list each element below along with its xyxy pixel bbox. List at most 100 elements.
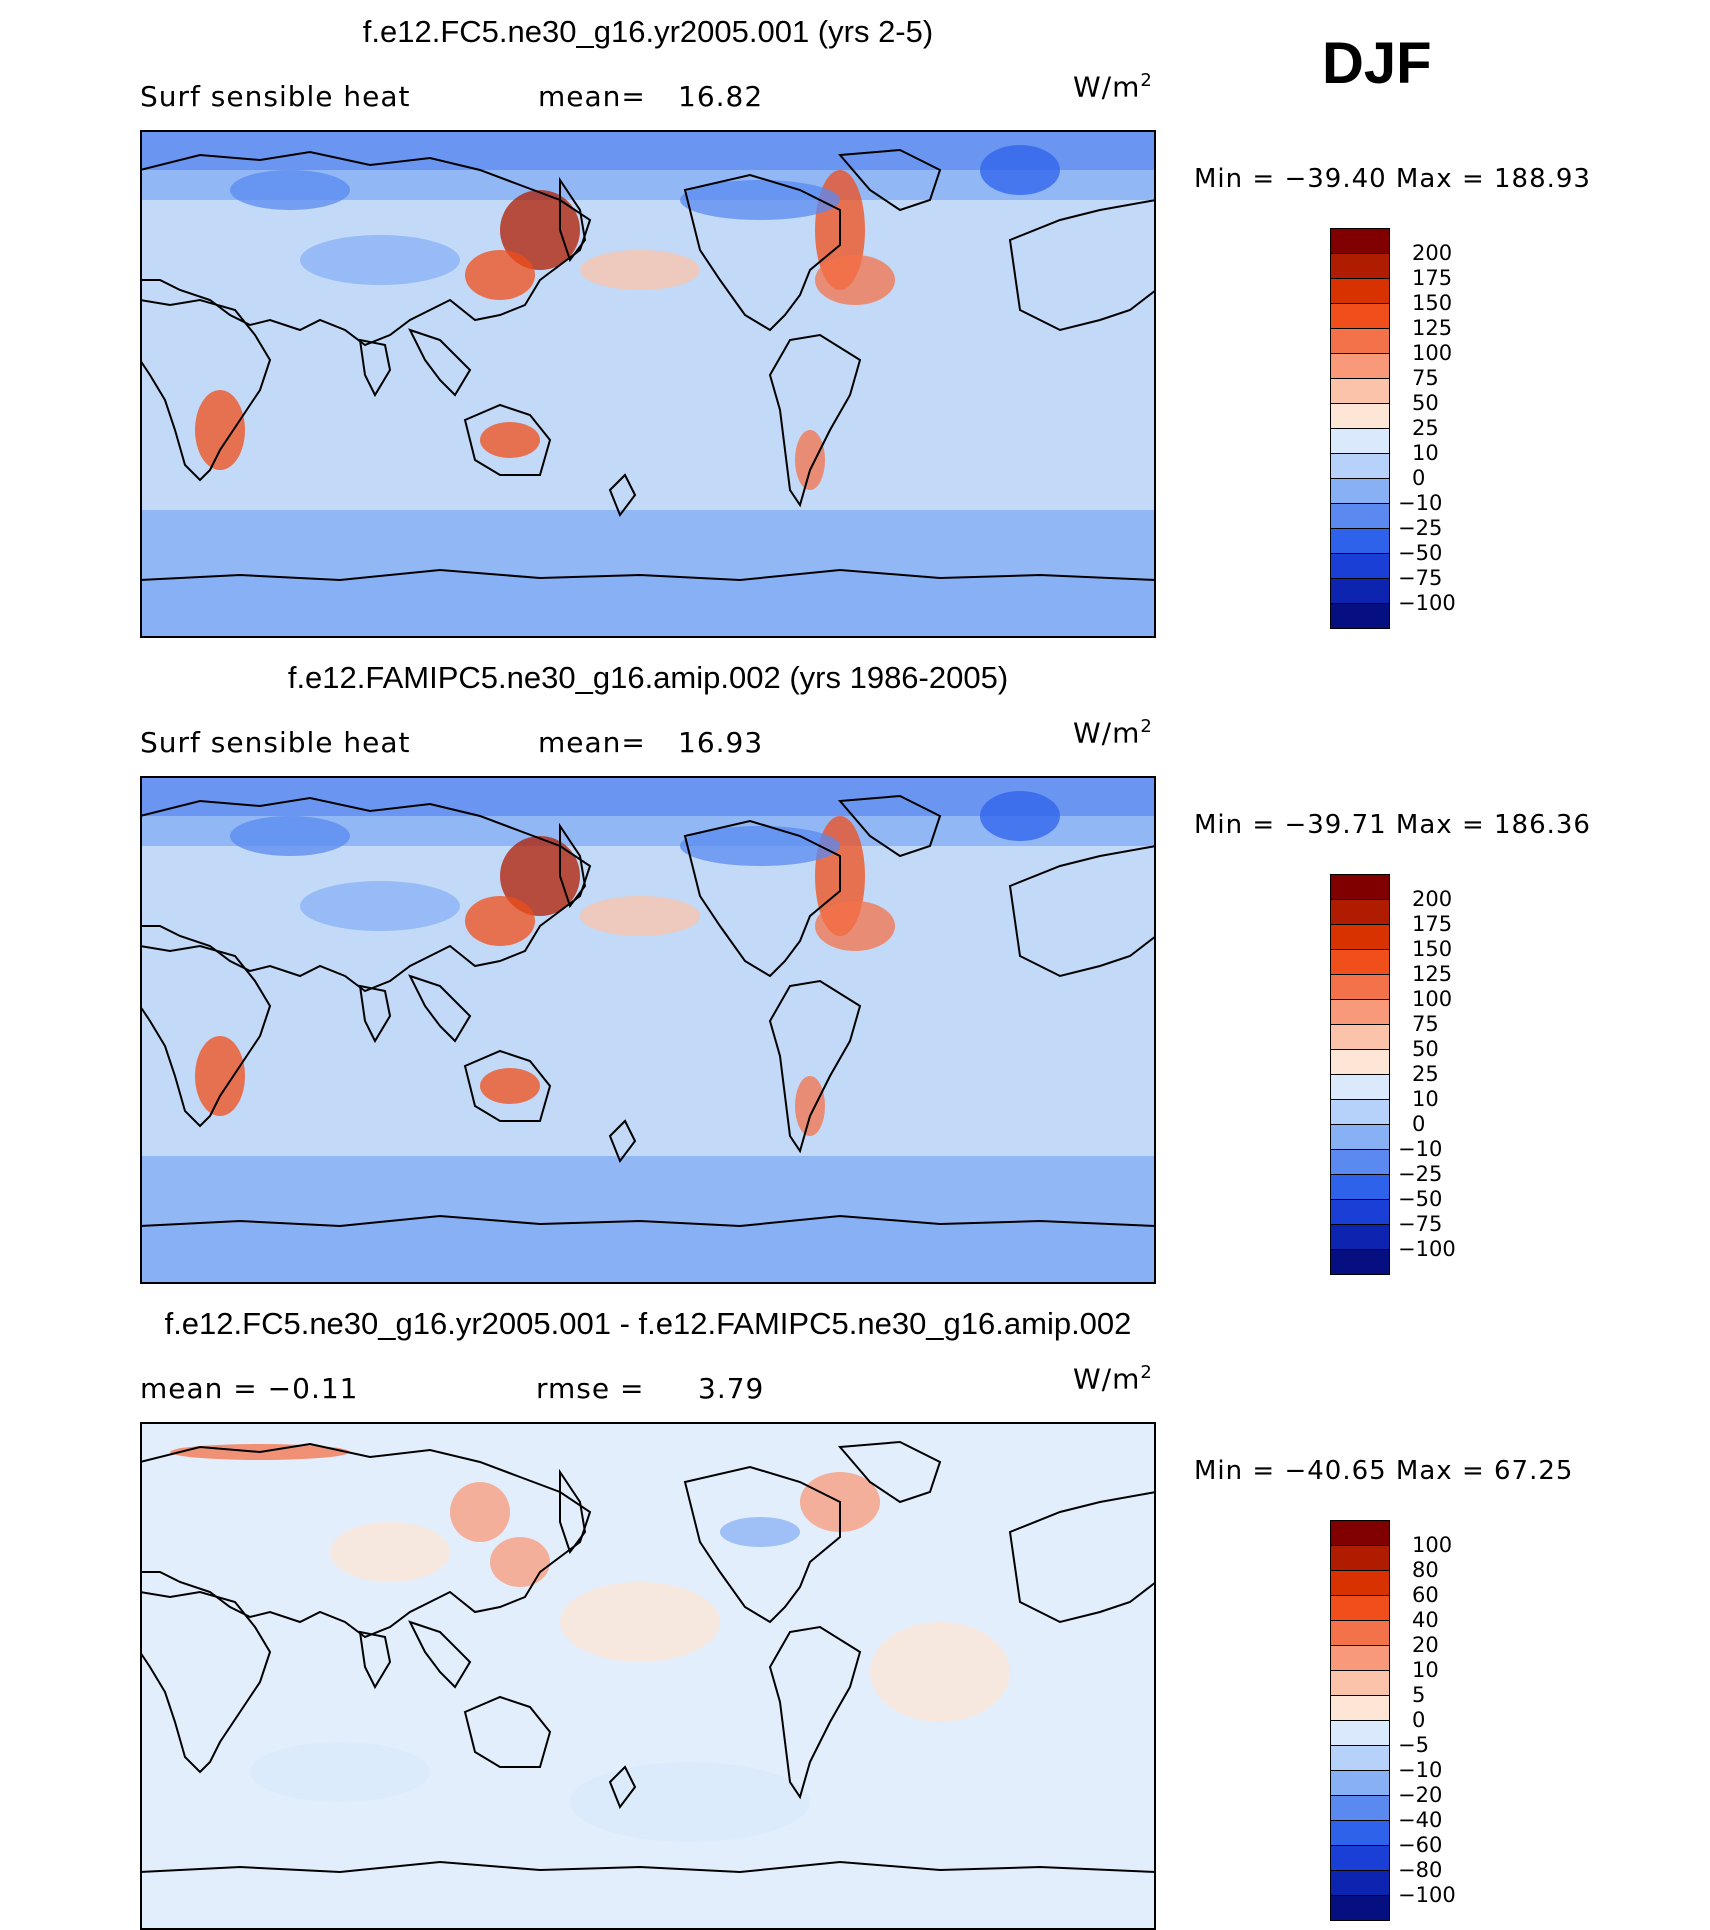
- field-anomaly: [250, 1742, 430, 1802]
- continent-coastline: [608, 1765, 637, 1810]
- colorbar-swatch: [1330, 1595, 1390, 1620]
- colorbar-swatch: [1330, 403, 1390, 428]
- colorbar-tick-label: −10: [1398, 491, 1443, 515]
- colorbar-swatch: [1330, 1149, 1390, 1174]
- colorbar-tick-label: 5: [1412, 1683, 1426, 1707]
- colorbar-tick-label: 200: [1412, 241, 1453, 265]
- colorbar-swatch: [1330, 1520, 1390, 1545]
- colorbar-swatch: [1330, 1670, 1390, 1695]
- field-anomaly: [330, 1522, 450, 1582]
- continent-coastline: [768, 979, 862, 1154]
- continent-coastline: [559, 1468, 587, 1555]
- panel-2-colorbar: [1330, 874, 1390, 1275]
- field-band: [140, 1156, 1156, 1196]
- colorbar-tick-label: 60: [1412, 1583, 1439, 1607]
- colorbar-swatch: [1330, 253, 1390, 278]
- panel-3-minmax: Min = −40.65 Max = 67.25: [1194, 1456, 1574, 1486]
- colorbar-swatch: [1330, 1770, 1390, 1795]
- field-anomaly: [560, 1582, 720, 1662]
- panel-3-unit: W/m2: [1073, 1362, 1153, 1396]
- colorbar-swatch: [1330, 528, 1390, 553]
- panel-1-stat-value: 16.82: [678, 80, 764, 113]
- colorbar-tick-label: −80: [1398, 1858, 1443, 1882]
- field-anomaly: [795, 430, 825, 490]
- colorbar-swatch: [1330, 924, 1390, 949]
- colorbar-swatch: [1330, 553, 1390, 578]
- colorbar-swatch: [1330, 1645, 1390, 1670]
- field-anomaly: [300, 235, 460, 285]
- colorbar-tick-label: 100: [1412, 341, 1453, 365]
- field-anomaly: [195, 390, 245, 470]
- field-anomaly: [815, 255, 895, 305]
- colorbar-swatch: [1330, 1720, 1390, 1745]
- continent-coastline: [559, 822, 587, 909]
- panel-2-variable-label: Surf sensible heat: [140, 726, 411, 759]
- colorbar-tick-label: 125: [1412, 962, 1453, 986]
- map-frame: [140, 776, 1156, 1284]
- colorbar-tick-label: 150: [1412, 937, 1453, 961]
- continent-coastline: [559, 176, 587, 263]
- panel-1-title: f.e12.FC5.ne30_g16.yr2005.001 (yrs 2-5): [362, 14, 934, 49]
- colorbar-swatch: [1330, 1545, 1390, 1570]
- field-anomaly: [490, 1537, 550, 1587]
- colorbar-tick-label: −20: [1398, 1783, 1443, 1807]
- panel-2-minmax: Min = −39.71 Max = 186.36: [1194, 810, 1591, 840]
- colorbar-swatch: [1330, 1224, 1390, 1249]
- panel-3-stat-label: rmse =: [536, 1372, 645, 1405]
- colorbar-swatch: [1330, 353, 1390, 378]
- continent-coastline: [683, 173, 841, 332]
- continent-coastline: [140, 150, 592, 347]
- colorbar-swatch: [1330, 503, 1390, 528]
- colorbar-tick-label: 25: [1412, 416, 1439, 440]
- field-anomaly: [870, 1622, 1010, 1722]
- colorbar-tick-label: 10: [1412, 441, 1439, 465]
- colorbar-tick-label: −25: [1398, 516, 1443, 540]
- colorbar-tick-label: −50: [1398, 1187, 1443, 1211]
- continent-coastline: [608, 1119, 637, 1164]
- panel-3-stat-value: 3.79: [698, 1372, 765, 1405]
- antarctica-coastline: [140, 1860, 1156, 1930]
- colorbar-swatch: [1330, 578, 1390, 603]
- colorbar-swatch: [1330, 1570, 1390, 1595]
- colorbar-swatch: [1330, 1695, 1390, 1720]
- continent-coastline: [837, 794, 942, 858]
- colorbar-swatch: [1330, 1895, 1390, 1921]
- colorbar-swatch: [1330, 1620, 1390, 1645]
- continent-coastline: [837, 148, 942, 212]
- field-anomaly: [230, 816, 350, 856]
- colorbar-swatch: [1330, 1795, 1390, 1820]
- colorbar-tick-label: 100: [1412, 987, 1453, 1011]
- colorbar-swatch: [1330, 1845, 1390, 1870]
- colorbar-tick-label: 75: [1412, 1012, 1439, 1036]
- colorbar-tick-label: −10: [1398, 1137, 1443, 1161]
- colorbar-swatch: [1330, 453, 1390, 478]
- field-anomaly: [480, 422, 540, 458]
- colorbar-swatch: [1330, 1099, 1390, 1124]
- colorbar-swatch: [1330, 378, 1390, 403]
- continent-coastline: [683, 819, 841, 978]
- continent-coastline: [463, 1695, 552, 1768]
- colorbar-tick-label: 150: [1412, 291, 1453, 315]
- antarctica-coastline: [140, 1214, 1156, 1284]
- panel-3-map: [140, 1422, 1156, 1930]
- panel-2-stat-value: 16.93: [678, 726, 764, 759]
- colorbar-swatch: [1330, 228, 1390, 253]
- antarctica-coastline: [140, 568, 1156, 638]
- field-anomaly: [300, 881, 460, 931]
- field-anomaly: [795, 1076, 825, 1136]
- colorbar-swatch: [1330, 949, 1390, 974]
- colorbar-swatch: [1330, 874, 1390, 899]
- continent-coastline: [408, 328, 472, 397]
- panel-1-map: [140, 130, 1156, 638]
- field-anomaly: [580, 896, 700, 936]
- colorbar-swatch: [1330, 1870, 1390, 1895]
- colorbar-tick-label: 40: [1412, 1608, 1439, 1632]
- continent-coastline: [1008, 844, 1156, 978]
- colorbar-swatch: [1330, 974, 1390, 999]
- colorbar-tick-label: −100: [1398, 1237, 1456, 1261]
- colorbar-swatch: [1330, 899, 1390, 924]
- continent-coastline: [140, 796, 592, 993]
- colorbar-swatch: [1330, 1074, 1390, 1099]
- colorbar-swatch: [1330, 1049, 1390, 1074]
- colorbar-tick-label: 50: [1412, 1037, 1439, 1061]
